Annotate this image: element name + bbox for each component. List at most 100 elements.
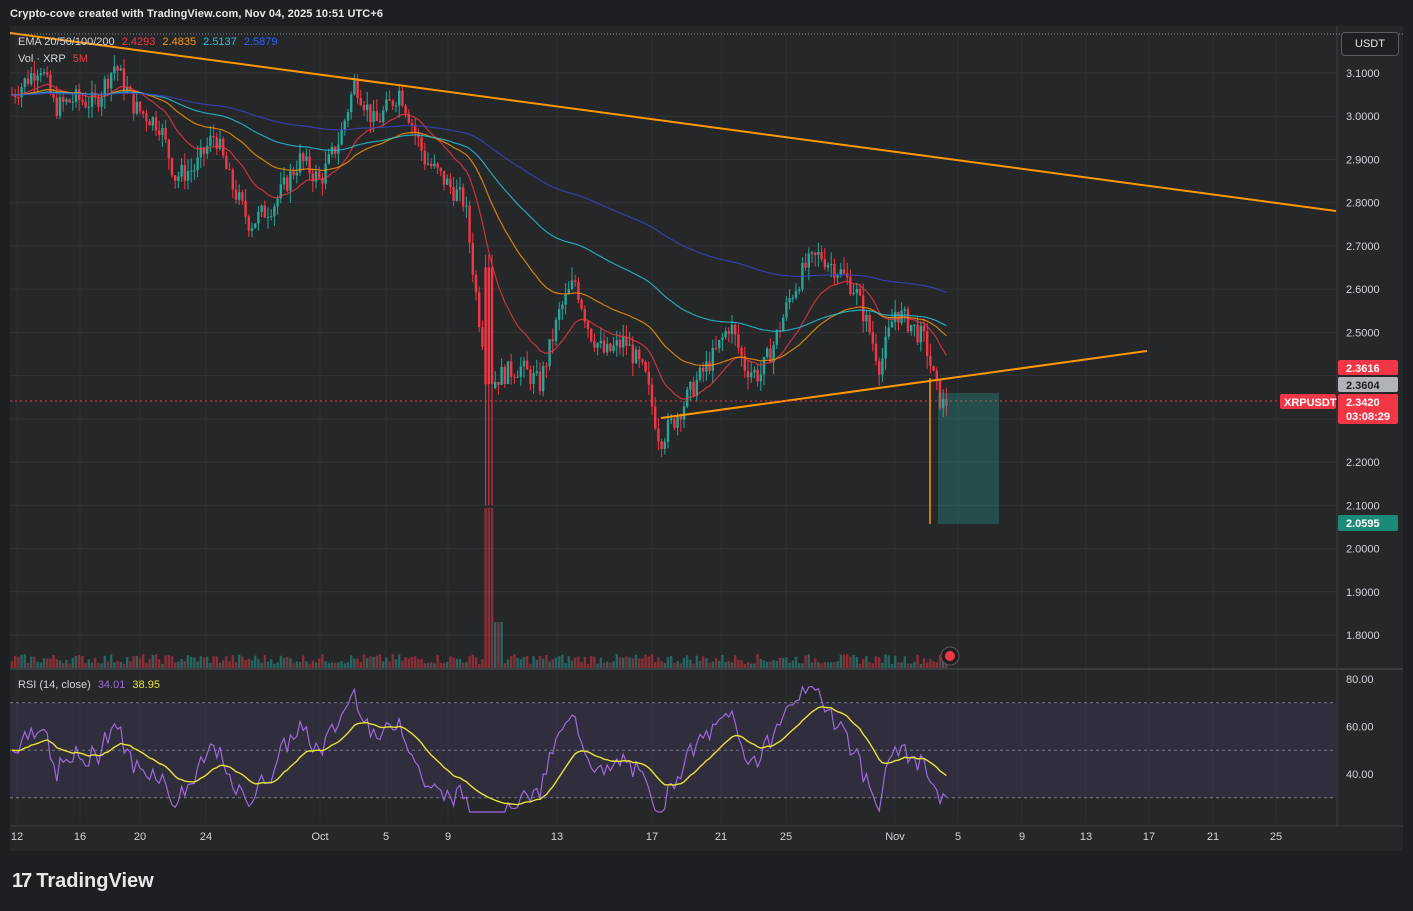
candle-body — [814, 252, 817, 255]
volume-bar — [449, 656, 452, 668]
candle-body — [250, 227, 254, 231]
time-axis-label: 16 — [74, 831, 86, 843]
volume-bar — [298, 662, 302, 668]
volume-bar — [78, 654, 81, 668]
candle-body — [529, 369, 532, 384]
price-axis-label: 2.0000 — [1346, 544, 1380, 556]
candle-body — [730, 324, 734, 334]
volume-bar — [318, 658, 321, 668]
candle-body — [887, 327, 890, 337]
ema-legend[interactable]: EMA 20/50/100/200 2.4293 2.4835 2.5137 2… — [18, 36, 282, 48]
volume-bar — [660, 661, 663, 668]
price-axis-label: 2.8000 — [1346, 198, 1380, 210]
volume-bar — [244, 659, 247, 668]
candle-body — [401, 90, 404, 106]
candle-body — [545, 366, 548, 368]
candle-body — [737, 334, 740, 348]
candle-body — [871, 332, 874, 344]
volume-bar — [849, 656, 852, 668]
candle-body — [830, 263, 833, 265]
time-axis-label: Oct — [311, 831, 328, 843]
time-axis-label: 13 — [551, 831, 563, 843]
volume-bar — [231, 654, 234, 668]
volume-bar — [727, 661, 730, 668]
price-axis-label: 3.0000 — [1346, 111, 1380, 123]
candle-body — [375, 111, 378, 121]
volume-bar — [369, 656, 372, 668]
candle-body — [26, 78, 30, 84]
volume-bar — [55, 659, 58, 668]
candle-body — [231, 169, 234, 190]
candle-body — [135, 101, 138, 114]
candle-body — [666, 420, 670, 442]
volume-bar — [436, 655, 439, 668]
candle-body — [238, 192, 241, 200]
rsi-legend[interactable]: RSI (14, close) 34.01 38.95 — [18, 679, 164, 691]
volume-bar — [599, 657, 602, 668]
candle-body — [551, 339, 554, 342]
candle-body — [494, 382, 497, 389]
price-axis-label: 2.5000 — [1346, 327, 1380, 339]
volume-bar — [673, 662, 676, 668]
candle-body — [500, 366, 503, 385]
volume-bar — [641, 658, 644, 668]
candle-body — [836, 275, 839, 278]
currency-selector-button[interactable]: USDT — [1341, 32, 1399, 56]
candle-body — [510, 361, 513, 377]
candle-body — [714, 348, 718, 350]
volume-bar — [186, 655, 190, 668]
candle-body — [260, 205, 263, 212]
volume-bar — [378, 654, 382, 668]
candle-body — [439, 168, 442, 171]
time-axis-label: 9 — [445, 831, 451, 843]
tradingview-logo[interactable]: 17 TradingView — [12, 870, 154, 893]
volume-bar — [426, 662, 430, 668]
candle-body — [183, 165, 186, 181]
volume-bar — [126, 657, 129, 668]
chart-frame[interactable] — [10, 26, 1403, 851]
candle-body — [503, 366, 506, 384]
candle-body — [180, 165, 183, 177]
volume-bar — [820, 663, 823, 668]
candle-body — [804, 262, 807, 268]
volume-bar — [926, 662, 929, 668]
candle-body — [849, 277, 852, 295]
ema50-value: 2.4835 — [162, 36, 197, 48]
candle-body — [938, 380, 942, 409]
candle-body — [497, 382, 500, 385]
volume-bar — [772, 659, 775, 668]
candle-body — [52, 93, 55, 98]
candle-body — [65, 99, 68, 102]
candle-body — [266, 216, 270, 218]
candle-body — [654, 406, 657, 429]
volume-bar — [170, 656, 174, 668]
candle-body — [193, 170, 196, 172]
candle-body — [106, 79, 110, 89]
volume-bar — [247, 658, 250, 668]
candle-body — [209, 136, 212, 146]
time-axis-label: 17 — [646, 831, 658, 843]
volume-bar — [238, 654, 241, 668]
ema-100-line — [11, 91, 947, 332]
volume-bar — [65, 659, 68, 668]
volume-bar — [180, 658, 183, 668]
volume-bar — [446, 661, 449, 668]
volume-bar — [618, 657, 622, 668]
candle-body — [430, 163, 433, 167]
candle-body — [158, 130, 161, 135]
volume-bar — [353, 658, 356, 668]
candle-body — [542, 366, 545, 392]
candle-body — [228, 169, 231, 171]
candle-body — [170, 158, 174, 176]
volume-bar — [538, 656, 542, 668]
volume-bar — [302, 655, 305, 668]
volume-bar — [388, 661, 391, 668]
candle-body — [257, 211, 260, 224]
candle-body — [199, 147, 202, 158]
volume-legend[interactable]: Vol · XRP 5M — [18, 53, 92, 65]
candle-body — [679, 416, 682, 420]
ema100-value: 2.5137 — [203, 36, 237, 48]
candle-body — [302, 153, 305, 162]
volume-bar — [410, 657, 414, 668]
